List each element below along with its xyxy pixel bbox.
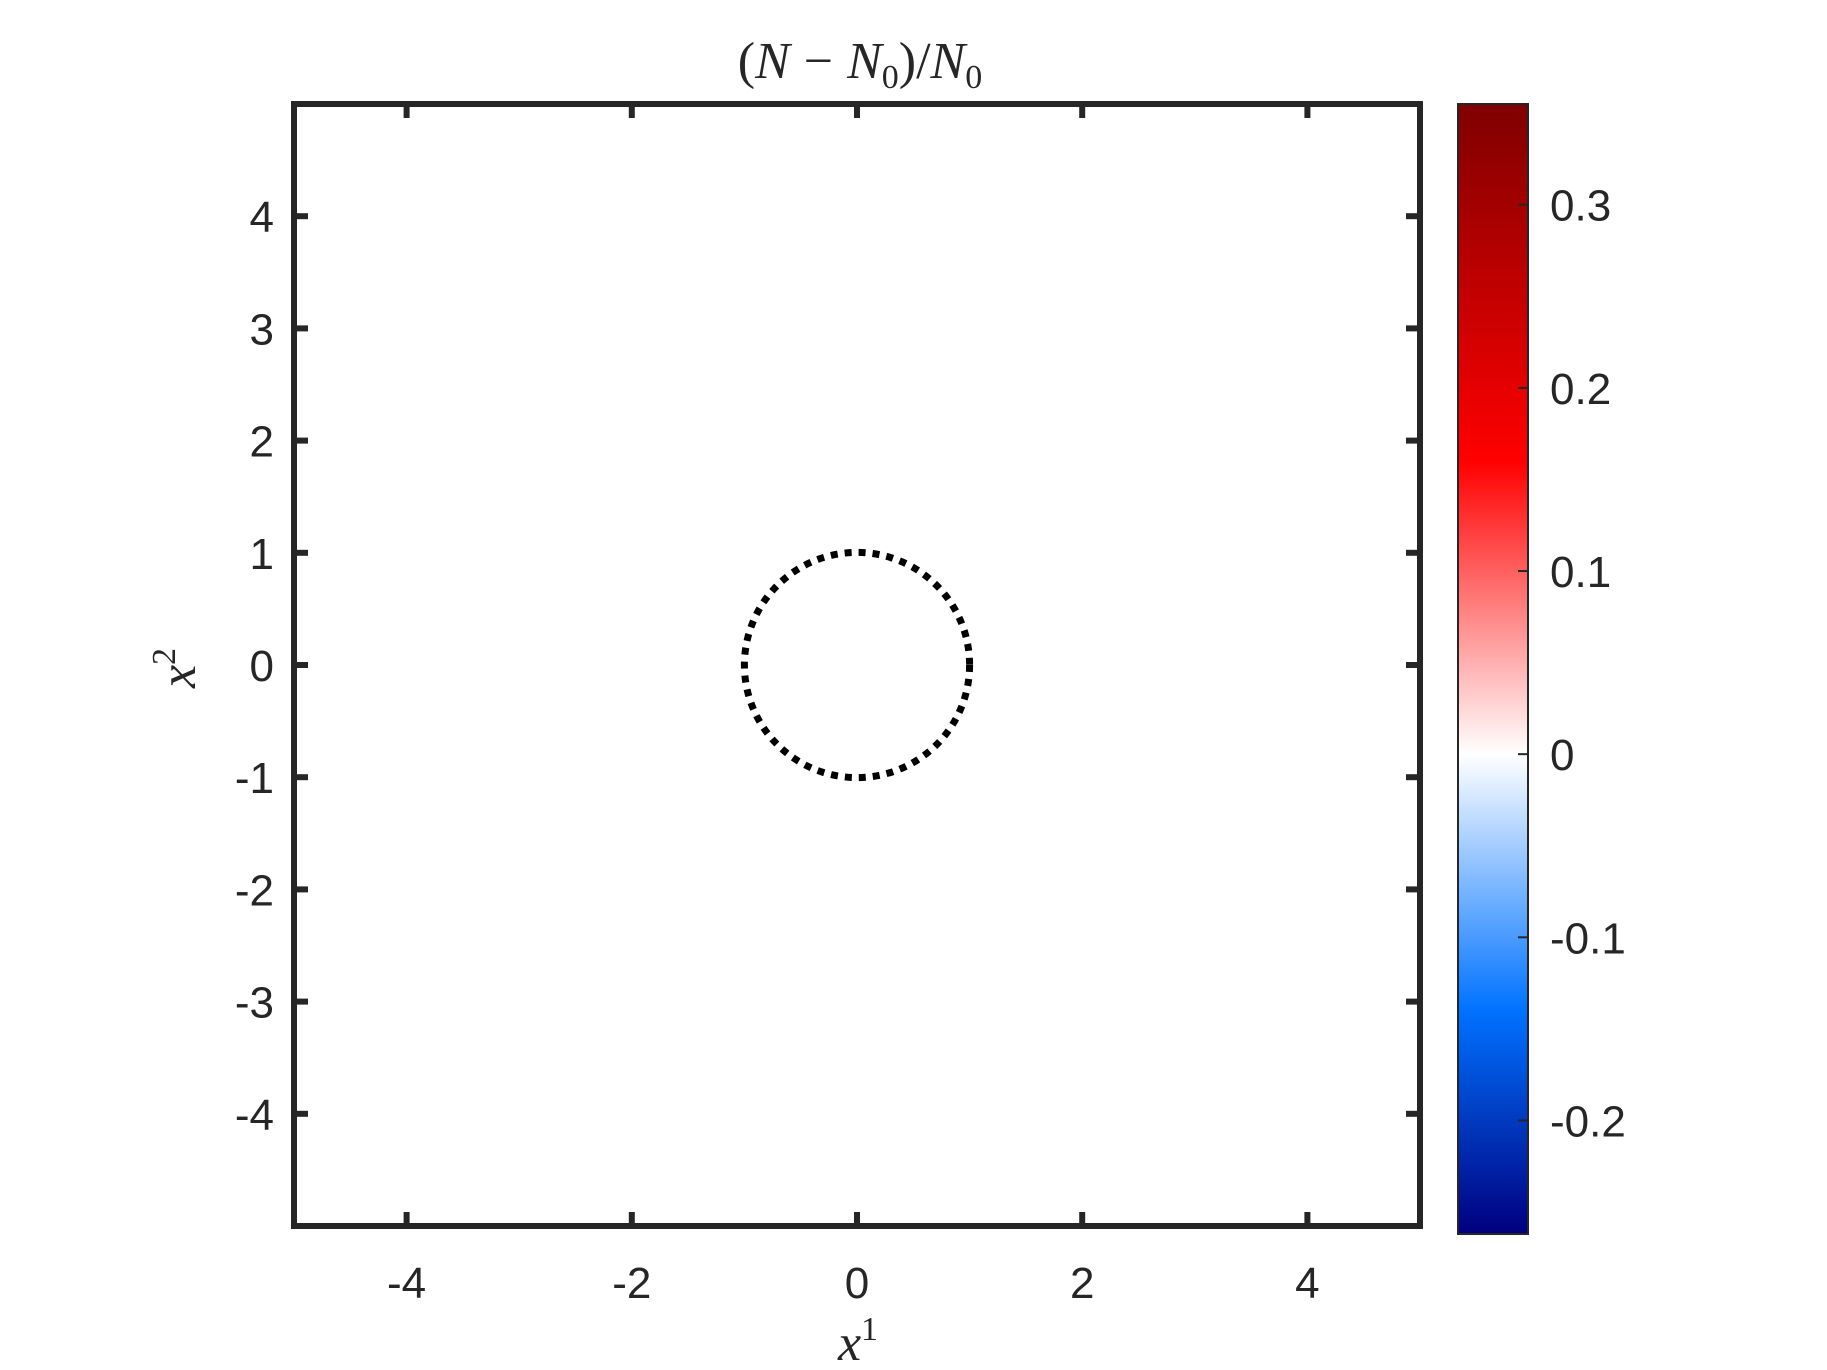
- x-tick-label: 0: [845, 1259, 869, 1308]
- colorbar-tick-label: -0.2: [1550, 1097, 1626, 1146]
- y-tick-label: -1: [235, 754, 274, 803]
- y-axis-label: x2: [146, 648, 207, 689]
- y-tick-label: 2: [250, 418, 274, 467]
- x-tick-label: 2: [1070, 1259, 1094, 1308]
- circle-layer: [740, 548, 974, 782]
- colorbar-tick-label: -0.1: [1550, 914, 1626, 963]
- colorbar-gradient: [1457, 103, 1529, 1235]
- heatmap-field: [294, 104, 1420, 1226]
- x-tick-label: -4: [387, 1259, 426, 1308]
- x-axis-label: x1: [837, 1311, 878, 1370]
- colorbar-tick-label: 0.2: [1550, 365, 1611, 414]
- plot-area: [291, 101, 1423, 1229]
- colorbar-tick-label: 0.1: [1550, 548, 1611, 597]
- y-tick-label: -2: [235, 866, 274, 915]
- chart-title: (N − N0)/N0: [738, 33, 982, 96]
- dotted-circle: [740, 548, 974, 782]
- colorbar-tick-label: 0: [1550, 731, 1574, 780]
- colorbar: 0.3 0.2 0.1 0 -0.1 -0.2: [1457, 103, 1626, 1235]
- colorbar-tick-label: 0.3: [1550, 182, 1611, 231]
- y-tick-label: 3: [250, 305, 274, 354]
- y-tick-label: -4: [235, 1091, 274, 1140]
- x-tick-label: -2: [612, 1259, 651, 1308]
- y-tick-label: 4: [250, 193, 274, 242]
- y-tick-label: 0: [250, 642, 274, 691]
- colorbar-tick-labels: 0.3 0.2 0.1 0 -0.1 -0.2: [1550, 182, 1626, 1147]
- x-tick-labels: -4 -2 0 2 4: [387, 1259, 1320, 1308]
- axes-frame: [291, 101, 1423, 1229]
- x-tick-label: 4: [1295, 1259, 1319, 1308]
- y-tick-label: -3: [235, 979, 274, 1028]
- y-tick-labels: 4 3 2 1 0 -1 -2 -3 -4: [235, 193, 274, 1140]
- colorbar-ticks: [1518, 203, 1528, 1122]
- y-tick-label: 1: [250, 530, 274, 579]
